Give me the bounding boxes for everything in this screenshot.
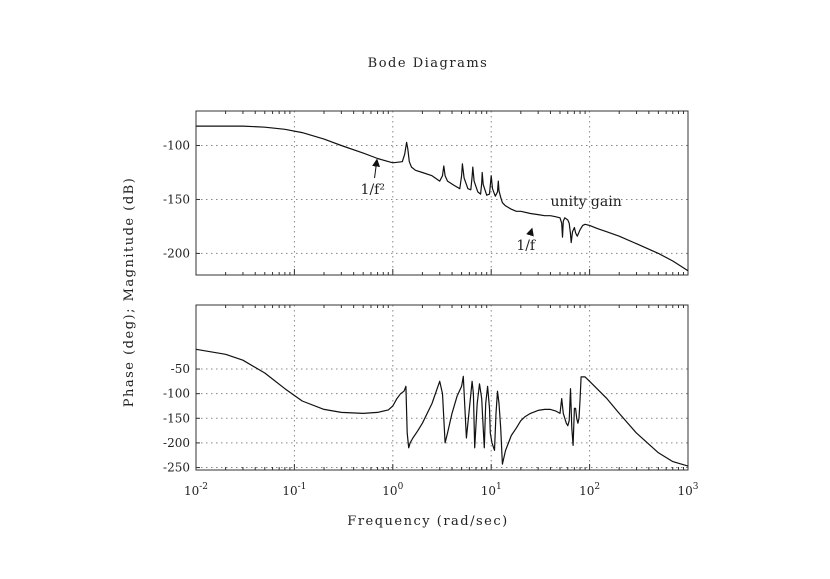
annotation-label: unity gain [550,194,621,210]
phase-y-tick-label: -50 [171,362,190,376]
x-tick-label: 10-2 [184,482,208,498]
phase-series-line [195,348,689,467]
phase-panel: -50 -100 -150 -200 -250 [163,304,689,475]
annotation-label: 1/f [516,238,537,254]
x-axis-tick-labels: 10-2 10-1 100 101 102 103 [184,482,699,498]
annotation-arrow [526,227,534,237]
x-tick-label: 103 [677,482,698,498]
phase-plot-frame [195,304,689,471]
x-axis-label: Frequency (rad/sec) [347,514,508,529]
phase-y-tick-label: -150 [163,411,190,425]
phase-y-tick-label: -250 [163,461,190,475]
magnitude-panel: -100 -150 -200 [163,110,689,276]
magnitude-y-tick-label: -200 [163,246,190,260]
magnitude-y-tick-label: -100 [163,139,190,153]
phase-y-tick-label: -100 [163,387,190,401]
x-tick-label: 101 [481,482,502,498]
magnitude-series-line [196,125,689,272]
chart-title: Bode Diagrams [368,56,489,71]
x-tick-label: 100 [382,482,403,498]
y-axis-label: Phase (deg); Magnitude (dB) [122,177,137,408]
magnitude-annotations: 1/f² 1/f unity gain [361,158,622,254]
magnitude-y-tick-label: -150 [163,192,190,206]
annotation-arrow [372,158,381,179]
annotation-label: 1/f² [361,182,385,198]
x-tick-label: 10-1 [282,482,306,498]
x-tick-label: 102 [579,482,600,498]
magnitude-plot-frame [195,110,689,276]
phase-y-tick-label: -200 [163,436,190,450]
